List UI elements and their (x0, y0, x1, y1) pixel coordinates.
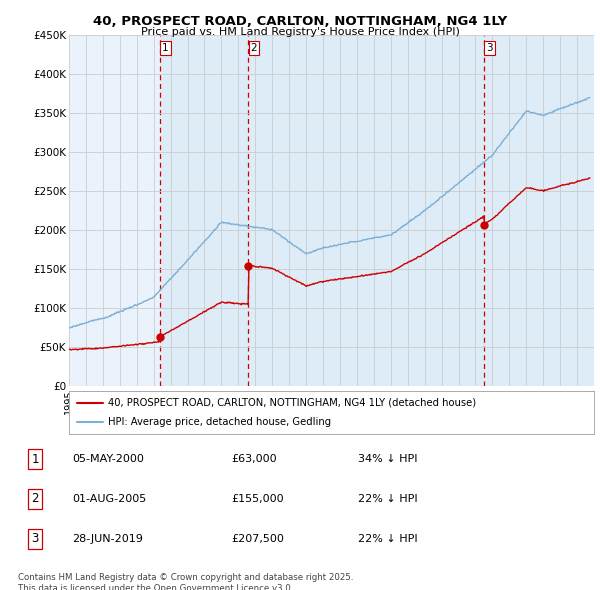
Text: 2: 2 (31, 493, 39, 506)
Text: 1: 1 (162, 43, 169, 53)
Text: 3: 3 (486, 43, 493, 53)
Text: 40, PROSPECT ROAD, CARLTON, NOTTINGHAM, NG4 1LY (detached house): 40, PROSPECT ROAD, CARLTON, NOTTINGHAM, … (109, 398, 476, 408)
Text: 3: 3 (31, 532, 39, 545)
Text: HPI: Average price, detached house, Gedling: HPI: Average price, detached house, Gedl… (109, 417, 331, 427)
Text: 05-MAY-2000: 05-MAY-2000 (73, 454, 145, 464)
Bar (248, 35, 484, 386)
Text: 40, PROSPECT ROAD, CARLTON, NOTTINGHAM, NG4 1LY: 40, PROSPECT ROAD, CARLTON, NOTTINGHAM, … (93, 15, 507, 28)
Bar (160, 35, 248, 386)
Text: 01-AUG-2005: 01-AUG-2005 (73, 494, 147, 504)
Bar (484, 35, 594, 386)
Text: 1: 1 (31, 453, 39, 466)
Text: 28-JUN-2019: 28-JUN-2019 (73, 534, 143, 544)
Text: £155,000: £155,000 (231, 494, 284, 504)
Text: Price paid vs. HM Land Registry's House Price Index (HPI): Price paid vs. HM Land Registry's House … (140, 27, 460, 37)
Text: 22% ↓ HPI: 22% ↓ HPI (358, 494, 417, 504)
Text: 34% ↓ HPI: 34% ↓ HPI (358, 454, 417, 464)
Text: £207,500: £207,500 (231, 534, 284, 544)
Text: £63,000: £63,000 (231, 454, 277, 464)
Text: 2: 2 (251, 43, 257, 53)
Text: Contains HM Land Registry data © Crown copyright and database right 2025.
This d: Contains HM Land Registry data © Crown c… (18, 573, 353, 590)
Text: 22% ↓ HPI: 22% ↓ HPI (358, 534, 417, 544)
